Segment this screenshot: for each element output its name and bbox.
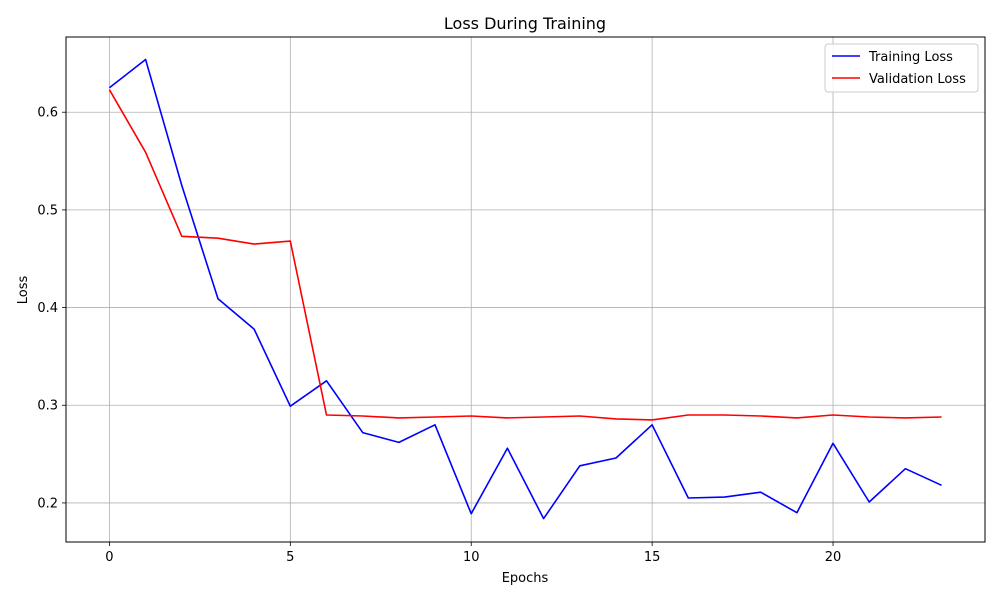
axis-ticks: 0 5 10 15 20 0.2 0.3 0.4 0.5 0.6 <box>37 106 841 565</box>
y-tick-label: 0.2 <box>37 496 58 511</box>
x-tick-label: 0 <box>105 550 113 565</box>
x-tick-label: 20 <box>825 550 842 565</box>
x-tick-label: 5 <box>286 550 294 565</box>
series-line-training-loss <box>108 58 942 520</box>
legend-label-training-loss: Training Loss <box>868 50 953 65</box>
plot-frame <box>65 36 986 543</box>
grid <box>66 37 985 542</box>
y-tick-label: 0.3 <box>37 399 58 414</box>
legend-box <box>824 43 979 93</box>
x-axis-label: Epochs <box>502 571 549 586</box>
y-axis-label: Loss <box>16 276 31 305</box>
y-tick-label: 0.5 <box>37 203 58 218</box>
legend-label-validation-loss: Validation Loss <box>869 72 966 87</box>
y-tick-label: 0.4 <box>37 301 58 316</box>
chart-title: Loss During Training <box>444 14 606 33</box>
x-tick-label: 15 <box>644 550 661 565</box>
legend: Training Loss Validation Loss <box>824 43 979 93</box>
series-line-validation-loss <box>108 89 942 421</box>
x-tick-label: 10 <box>463 550 480 565</box>
y-tick-label: 0.6 <box>37 106 58 121</box>
series-lines <box>108 58 942 520</box>
